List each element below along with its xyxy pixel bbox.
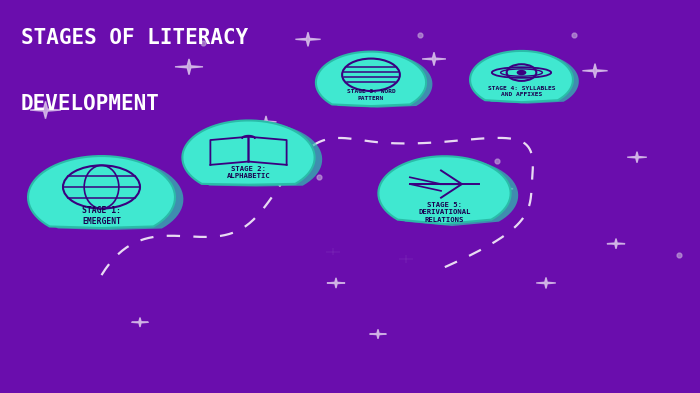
Text: STAGE 1:
EMERGENT: STAGE 1: EMERGENT xyxy=(82,206,121,226)
PathPatch shape xyxy=(476,52,579,104)
PathPatch shape xyxy=(536,277,556,288)
Text: STAGE 2:
ALPHABETIC: STAGE 2: ALPHABETIC xyxy=(227,166,270,179)
PathPatch shape xyxy=(30,101,61,119)
PathPatch shape xyxy=(607,239,625,249)
PathPatch shape xyxy=(322,53,433,108)
Text: STAGE 3: WORD
PATTERN: STAGE 3: WORD PATTERN xyxy=(346,89,395,101)
Text: DEVELOPMENT: DEVELOPMENT xyxy=(21,94,160,114)
PathPatch shape xyxy=(627,152,647,163)
PathPatch shape xyxy=(470,51,573,102)
Text: STAGE 5:
DERIVATIONAL
RELATIONS: STAGE 5: DERIVATIONAL RELATIONS xyxy=(419,202,470,222)
PathPatch shape xyxy=(256,116,276,128)
PathPatch shape xyxy=(36,158,183,230)
Text: STAGES OF LITERACY: STAGES OF LITERACY xyxy=(21,28,248,48)
PathPatch shape xyxy=(495,184,513,194)
Text: STAGE 4: SYLLABLES
AND AFFIXES: STAGE 4: SYLLABLES AND AFFIXES xyxy=(488,86,555,97)
PathPatch shape xyxy=(316,51,426,106)
PathPatch shape xyxy=(132,318,148,327)
PathPatch shape xyxy=(295,32,321,46)
PathPatch shape xyxy=(397,184,415,194)
PathPatch shape xyxy=(379,156,510,224)
PathPatch shape xyxy=(28,156,175,228)
Circle shape xyxy=(517,70,526,75)
PathPatch shape xyxy=(190,122,322,187)
PathPatch shape xyxy=(370,329,386,339)
PathPatch shape xyxy=(582,64,608,78)
PathPatch shape xyxy=(183,121,314,185)
PathPatch shape xyxy=(327,278,345,288)
PathPatch shape xyxy=(422,52,446,66)
PathPatch shape xyxy=(386,158,518,226)
PathPatch shape xyxy=(122,167,144,179)
PathPatch shape xyxy=(175,59,203,75)
